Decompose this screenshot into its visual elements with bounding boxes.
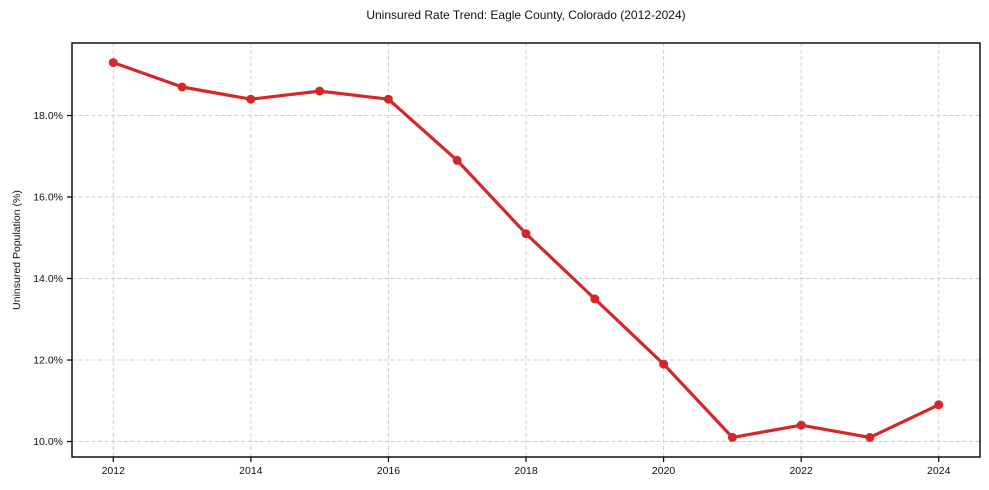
x-tick-label: 2016	[377, 465, 401, 477]
data-point-marker	[659, 359, 669, 369]
data-point-marker	[521, 229, 531, 239]
data-point-marker	[934, 400, 944, 410]
data-point-marker	[315, 86, 325, 96]
data-point-marker	[865, 432, 875, 442]
y-tick-label: 18.0%	[33, 110, 63, 122]
x-tick-label: 2014	[239, 465, 263, 477]
x-tick-label: 2024	[927, 465, 951, 477]
plot-border	[71, 42, 981, 458]
y-tick-label: 10.0%	[33, 436, 63, 448]
data-point-marker	[246, 94, 256, 104]
x-tick-label: 2020	[652, 465, 676, 477]
data-point-marker	[177, 82, 187, 92]
data-point-marker	[590, 294, 600, 304]
y-tick-label: 14.0%	[33, 273, 63, 285]
data-point-marker	[452, 155, 462, 165]
x-tick-label: 2022	[789, 465, 813, 477]
x-tick-label: 2018	[514, 465, 538, 477]
data-point-marker	[383, 94, 393, 104]
y-tick-label: 12.0%	[33, 355, 63, 367]
x-tick-label: 2012	[102, 465, 126, 477]
y-tick-label: 16.0%	[33, 192, 63, 204]
data-point-marker	[796, 420, 806, 430]
data-point-marker	[727, 432, 737, 442]
data-point-marker	[108, 58, 118, 68]
chart-title: Uninsured Rate Trend: Eagle County, Colo…	[366, 8, 686, 22]
